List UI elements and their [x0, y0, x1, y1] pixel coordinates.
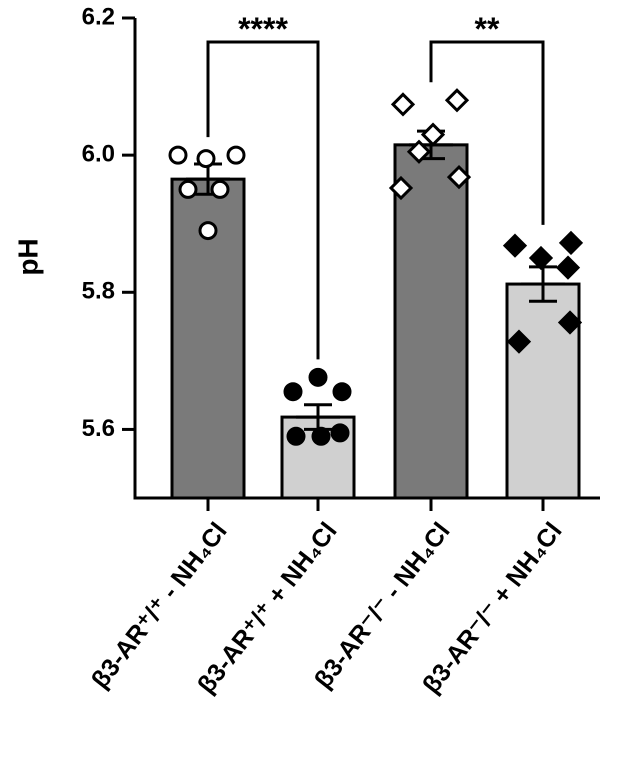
data-point: [420, 122, 446, 147]
y-tick-label: 6.0: [82, 140, 115, 167]
data-point: [528, 245, 554, 271]
data-point: [506, 329, 532, 354]
y-tick-label: 5.6: [82, 415, 115, 442]
data-point: [444, 88, 470, 113]
data-point: [283, 382, 303, 402]
data-point: [502, 233, 528, 258]
data-point: [555, 255, 581, 280]
significance-label: **: [475, 11, 500, 47]
data-point: [406, 139, 432, 164]
data-point: [286, 426, 306, 446]
data-point: [388, 175, 414, 201]
data-point: [198, 221, 218, 241]
significance-label: ****: [238, 11, 288, 47]
data-point: [390, 92, 416, 117]
data-point: [226, 145, 246, 165]
data-point: [330, 423, 350, 443]
y-axis-label: pH: [12, 238, 43, 275]
data-point: [332, 382, 352, 402]
data-point: [178, 179, 198, 199]
data-point: [558, 230, 584, 256]
significance-bracket: [429, 40, 545, 225]
data-point: [168, 145, 188, 165]
data-point: [557, 310, 583, 335]
bar: [393, 143, 469, 500]
data-point: [446, 164, 472, 190]
y-tick-label: 6.2: [82, 3, 115, 30]
data-point: [308, 367, 328, 387]
data-point: [311, 426, 331, 446]
significance-bracket: [206, 40, 320, 360]
data-point: [210, 179, 230, 199]
y-tick-label: 5.8: [82, 278, 115, 305]
data-point: [196, 149, 216, 169]
